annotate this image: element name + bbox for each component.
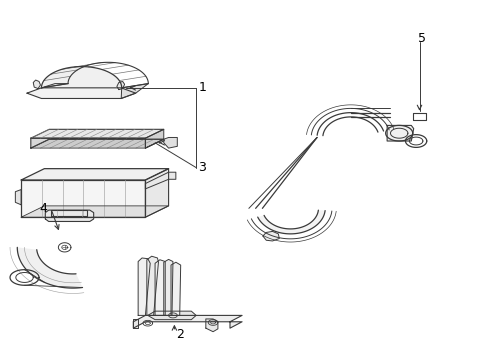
Polygon shape [257,210,325,234]
Polygon shape [412,113,425,121]
Polygon shape [145,168,168,217]
Polygon shape [33,80,41,89]
Polygon shape [163,138,177,148]
Polygon shape [117,81,124,90]
Text: 4: 4 [39,202,47,215]
Polygon shape [17,247,82,288]
Polygon shape [31,139,163,148]
Polygon shape [147,311,196,320]
Polygon shape [15,190,21,205]
Polygon shape [31,129,163,138]
Polygon shape [146,256,158,315]
Polygon shape [133,319,138,328]
Polygon shape [145,129,163,148]
Polygon shape [145,172,176,189]
Polygon shape [51,210,87,216]
Polygon shape [27,88,136,99]
Polygon shape [21,180,145,217]
Polygon shape [163,260,173,315]
Polygon shape [45,210,94,221]
Polygon shape [21,206,168,217]
Polygon shape [138,258,150,315]
Polygon shape [155,260,165,315]
Polygon shape [21,168,168,180]
Polygon shape [205,319,218,332]
Text: 2: 2 [176,328,183,341]
Polygon shape [263,231,279,241]
Polygon shape [171,262,180,315]
Text: 5: 5 [417,32,425,45]
Text: 1: 1 [198,81,206,94]
Polygon shape [386,125,413,141]
Polygon shape [31,138,163,148]
Text: 3: 3 [198,161,206,174]
Polygon shape [41,84,68,88]
Polygon shape [41,67,122,88]
Polygon shape [133,315,242,328]
Polygon shape [121,84,148,99]
